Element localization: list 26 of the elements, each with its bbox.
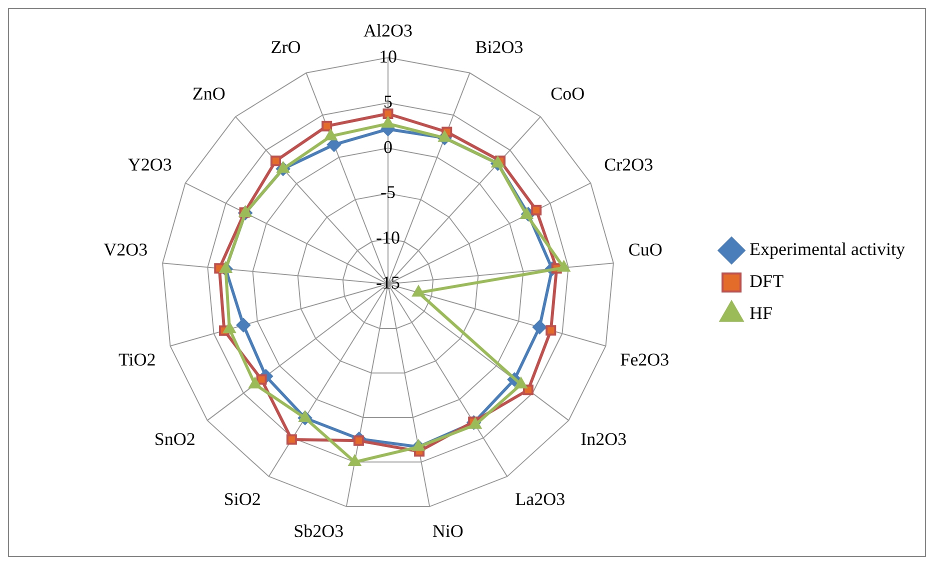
spoke-label: ZrO xyxy=(270,36,301,57)
spoke-label: Fe2O3 xyxy=(620,350,670,370)
legend-label: DFT xyxy=(750,271,784,292)
spoke-label: In2O3 xyxy=(580,429,627,450)
y-tick-label: -15 xyxy=(376,272,400,293)
y-tick-label: 10 xyxy=(379,46,397,66)
spoke-label: Y2O3 xyxy=(128,154,172,174)
spoke-label: CuO xyxy=(628,240,662,260)
y-tick-label: 5 xyxy=(384,92,392,112)
legend-label: Experimental activity xyxy=(750,239,906,260)
legend-label: HF xyxy=(750,303,773,324)
spoke-label: V2O3 xyxy=(104,240,148,260)
spoke-label: SnO2 xyxy=(154,429,196,450)
spoke-label: CoO xyxy=(550,84,585,104)
spoke-label: Bi2O3 xyxy=(475,36,524,57)
y-tick-label: 0 xyxy=(384,136,392,157)
y-tick-label: -5 xyxy=(380,182,396,202)
y-tick-label: -10 xyxy=(376,227,400,248)
spoke-label: Sb2O3 xyxy=(294,520,344,541)
spoke-label: SiO2 xyxy=(224,488,261,509)
spoke-label: ZnO xyxy=(192,84,226,104)
spoke-label: TiO2 xyxy=(118,350,156,370)
spoke-label: La2O3 xyxy=(515,488,566,509)
spoke-label: Al2O3 xyxy=(364,20,412,41)
spoke-label: Cr2O3 xyxy=(604,154,654,174)
spoke-label: NiO xyxy=(432,520,464,541)
